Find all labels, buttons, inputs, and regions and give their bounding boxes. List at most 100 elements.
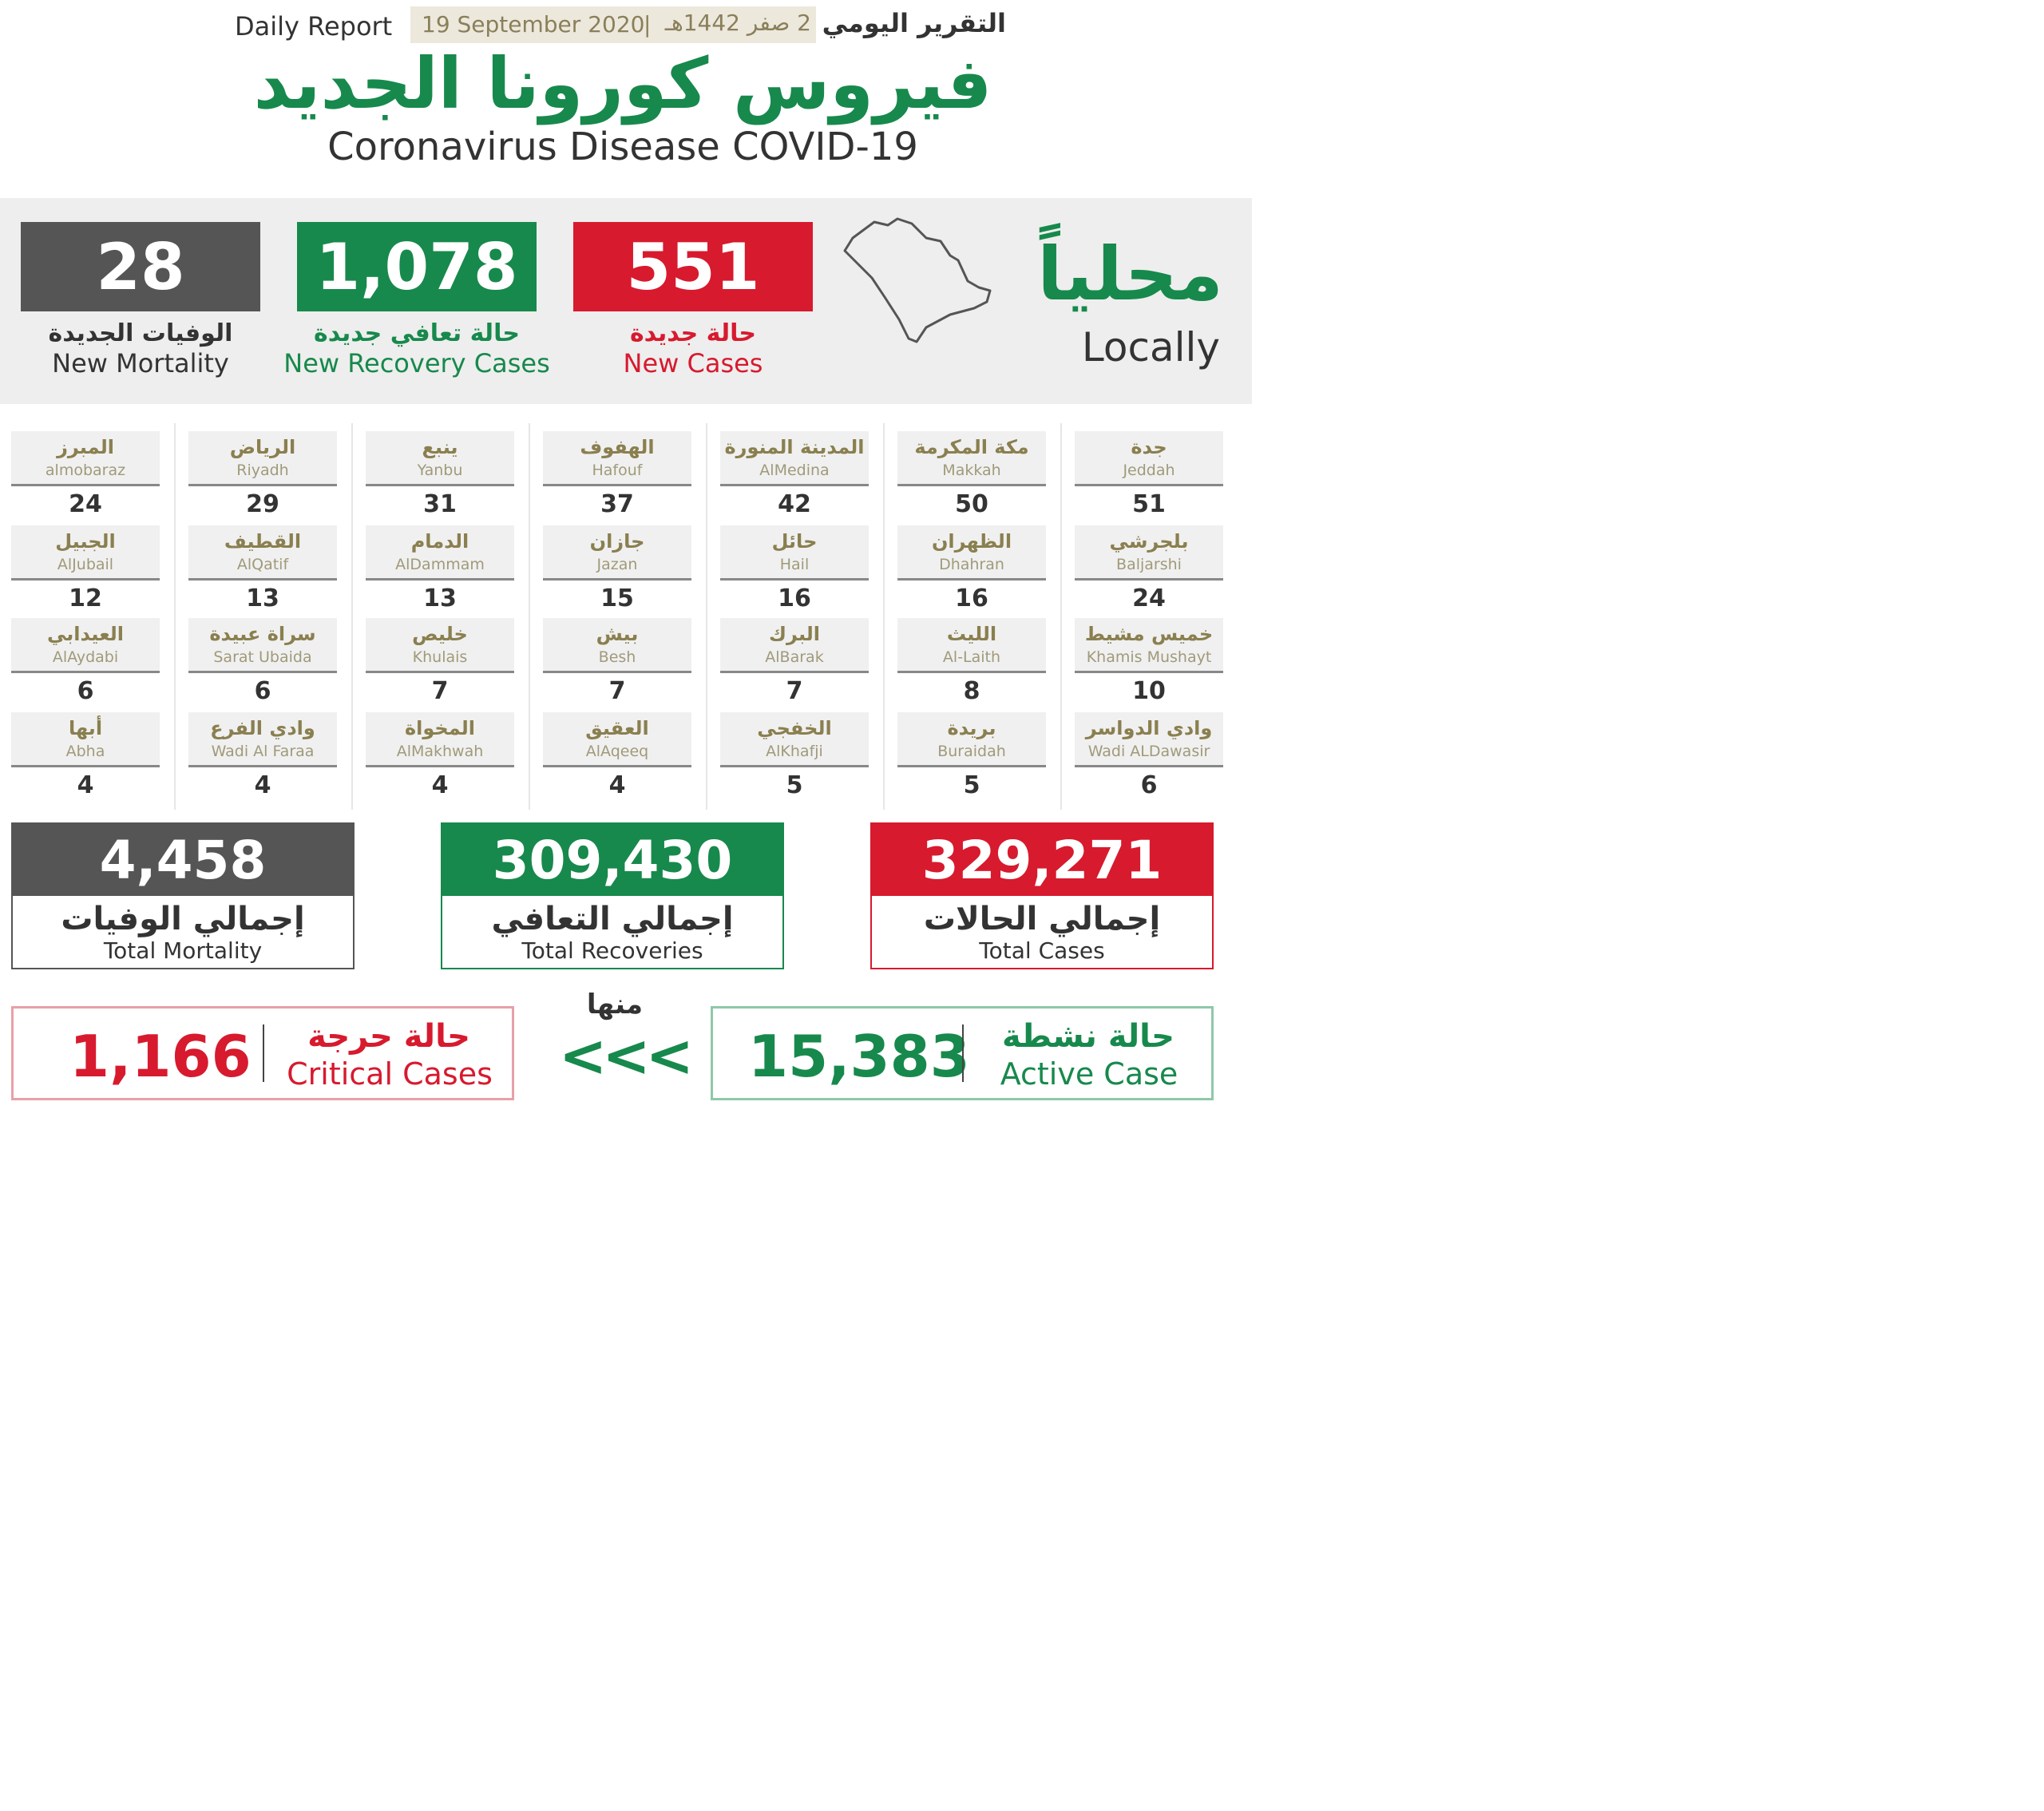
city-name-en: Jazan <box>596 556 638 573</box>
city-header: أبها Abha <box>11 712 160 767</box>
active-divider <box>962 1024 964 1082</box>
new-cases-label-en: New Cases <box>623 348 763 378</box>
city-name-en: Makkah <box>942 462 1001 479</box>
city-name-en: Hafouf <box>592 462 643 479</box>
city-case-count: 7 <box>786 677 803 705</box>
total-cases-card: 329,271 إجمالي الحالات Total Cases <box>870 822 1214 969</box>
city-name-ar: مكة المكرمة <box>914 436 1029 458</box>
city-name-en: Wadi ALDawasir <box>1087 743 1210 760</box>
city-name-en: Wadi Al Faraa <box>211 743 315 760</box>
city-name-en: AlAqeeq <box>585 743 649 760</box>
city-header: الليث Al-Laith <box>897 618 1046 673</box>
city-name-ar: العقيق <box>585 717 649 739</box>
city-case-count: 42 <box>778 490 811 518</box>
city-header: سراة عبيدة Sarat Ubaida <box>188 618 337 673</box>
active-cases-card: 15,383 حالة نشطة Active Case <box>711 1006 1214 1100</box>
critical-cases-label-ar: حالة حرجة <box>307 1018 470 1055</box>
city-case-count: 24 <box>69 490 102 518</box>
city-case-count: 51 <box>1132 490 1166 518</box>
city-case-count: 13 <box>423 585 457 612</box>
city-case-count: 5 <box>786 771 803 799</box>
city-name-ar: خميس مشيط <box>1084 623 1214 645</box>
city-header: بيش Besh <box>543 618 691 673</box>
city-name-ar: العيدابي <box>47 623 124 645</box>
city-name-ar: جدة <box>1131 436 1167 458</box>
new-mortality-label-en: New Mortality <box>52 348 229 378</box>
new-recovery-label-en: New Recovery Cases <box>283 348 550 378</box>
total-recoveries-value: 309,430 <box>442 824 782 896</box>
city-case-count: 4 <box>431 771 449 799</box>
city-name-ar: المبرز <box>57 436 114 458</box>
city-name-ar: الليث <box>946 623 997 645</box>
city-header: مكة المكرمة Makkah <box>897 431 1046 486</box>
arrows-icon: <<< <box>559 1022 694 1089</box>
city-header: الظهران Dhahran <box>897 525 1046 581</box>
total-mortality-label-en: Total Mortality <box>103 937 263 964</box>
city-header: البرك AlBarak <box>720 618 869 673</box>
city-header: الخفجي AlKhafji <box>720 712 869 767</box>
city-name-en: Besh <box>598 648 636 666</box>
city-case-count: 24 <box>1132 585 1166 612</box>
city-name-ar: المدينة المنورة <box>724 436 865 458</box>
city-name-ar: الدمام <box>410 530 469 553</box>
city-case-count: 16 <box>778 585 811 612</box>
critical-cases-value: 1,166 <box>69 1023 252 1090</box>
date-hijri: 2 صفر 1442هـ <box>664 10 811 36</box>
city-name-en: Al-Laith <box>942 648 1001 666</box>
city-case-count: 7 <box>431 677 449 705</box>
active-cases-label-en: Active Case <box>1000 1056 1178 1092</box>
city-name-en: Abha <box>65 743 105 760</box>
city-header: العقيق AlAqeeq <box>543 712 691 767</box>
city-grid-divider <box>529 423 530 810</box>
city-name-en: AlDammam <box>395 556 485 573</box>
city-header: جدة Jeddah <box>1075 431 1223 486</box>
new-cases-box: 551 <box>573 222 813 311</box>
total-mortality-value: 4,458 <box>13 824 353 896</box>
city-name-ar: وادي الدواسر <box>1085 717 1213 739</box>
new-mortality-value: 28 <box>96 229 185 304</box>
new-mortality-box: 28 <box>21 222 260 311</box>
city-case-count: 5 <box>963 771 980 799</box>
city-header: الرياض Riyadh <box>188 431 337 486</box>
city-grid-divider <box>174 423 176 810</box>
daily-report-label-ar: التقرير اليومي <box>822 8 1006 38</box>
city-name-en: AlKhafji <box>766 743 823 760</box>
city-grid-divider <box>351 423 353 810</box>
critical-divider <box>263 1024 264 1082</box>
active-cases-label-ar: حالة نشطة <box>1002 1018 1175 1055</box>
total-cases-label-ar: إجمالي الحالات <box>923 901 1161 937</box>
city-case-count: 15 <box>600 585 634 612</box>
city-header: المخواة AlMakhwah <box>366 712 514 767</box>
city-case-count: 12 <box>69 585 102 612</box>
critical-cases-card: 1,166 حالة حرجة Critical Cases <box>11 1006 514 1100</box>
critical-cases-label-en: Critical Cases <box>287 1056 493 1092</box>
total-cases-label-en: Total Cases <box>979 937 1105 964</box>
locally-label-ar: محلياً <box>1037 232 1223 317</box>
city-header: بلجرشي Baljarshi <box>1075 525 1223 581</box>
city-case-count: 16 <box>955 585 988 612</box>
city-header: العيدابي AlAydabi <box>11 618 160 673</box>
city-header: الجبيل AlJubail <box>11 525 160 581</box>
city-name-en: Sarat Ubaida <box>213 648 312 666</box>
city-name-ar: بريدة <box>947 717 996 739</box>
new-recovery-box: 1,078 <box>297 222 537 311</box>
city-name-en: Buraidah <box>937 743 1006 760</box>
city-header: ينبع Yanbu <box>366 431 514 486</box>
city-case-count: 50 <box>955 490 988 518</box>
city-grid-divider <box>1060 423 1062 810</box>
city-name-ar: المخواة <box>404 717 476 739</box>
city-name-ar: خليص <box>412 623 468 645</box>
city-name-ar: أبها <box>68 717 103 739</box>
city-header: الدمام AlDammam <box>366 525 514 581</box>
city-name-en: AlQatif <box>236 556 289 573</box>
city-case-count: 10 <box>1132 677 1166 705</box>
city-name-en: AlAydabi <box>52 648 119 666</box>
total-mortality-label-ar: إجمالي الوفيات <box>61 901 305 937</box>
city-name-en: almobaraz <box>45 462 126 479</box>
date-gregorian: 19 September 2020 <box>422 11 645 38</box>
city-name-ar: جازان <box>589 530 645 553</box>
saudi-arabia-map-icon <box>843 217 992 343</box>
city-name-ar: البرك <box>769 623 820 645</box>
city-case-count: 29 <box>246 490 279 518</box>
city-name-ar: سراة عبيدة <box>209 623 316 645</box>
